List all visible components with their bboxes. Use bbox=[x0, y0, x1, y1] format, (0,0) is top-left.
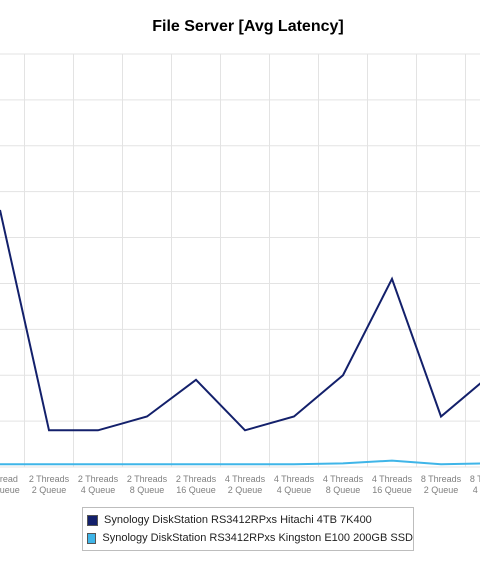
legend-swatch-hitachi bbox=[87, 514, 98, 526]
series-lines bbox=[0, 209, 480, 466]
x-tick-label: 4 Threads bbox=[274, 474, 315, 484]
chart-title: File Server [Avg Latency] bbox=[152, 18, 344, 35]
x-tick-label: 2 Threads bbox=[78, 474, 119, 484]
grid-lines bbox=[0, 53, 480, 468]
x-tick-label: 8 Queue bbox=[326, 485, 361, 495]
legend-label-hitachi: Synology DiskStation RS3412RPxs Hitachi … bbox=[104, 514, 372, 526]
legend-label-kingston: Synology DiskStation RS3412RPxs Kingston… bbox=[102, 532, 413, 544]
x-tick-label: 4 Queue bbox=[81, 485, 116, 495]
x-tick-label: 8 Threads bbox=[470, 474, 480, 484]
x-tick-label: 4 Queue bbox=[473, 485, 480, 495]
x-tick-label: 2 Queue bbox=[32, 485, 67, 495]
x-tick-label: 4 Threads bbox=[225, 474, 266, 484]
x-tick-label: 2 Queue bbox=[228, 485, 263, 495]
x-tick-label: 1 Thread bbox=[0, 474, 18, 484]
x-tick-label: 16 Queue bbox=[372, 485, 412, 495]
legend-swatch-kingston bbox=[87, 532, 97, 544]
x-tick-label: 4 Threads bbox=[323, 474, 364, 484]
x-tick-label: 8 Queue bbox=[130, 485, 165, 495]
legend-item-kingston[interactable]: Synology DiskStation RS3412RPxs Kingston… bbox=[87, 529, 413, 547]
x-tick-label: 2 Threads bbox=[176, 474, 217, 484]
x-tick-label: 2 Threads bbox=[29, 474, 70, 484]
x-tick-label: 8 Threads bbox=[421, 474, 462, 484]
x-tick-label: 2 Queue bbox=[424, 485, 459, 495]
x-tick-label: 16 Queue bbox=[176, 485, 216, 495]
legend-item-hitachi[interactable]: Synology DiskStation RS3412RPxs Hitachi … bbox=[87, 511, 413, 529]
x-tick-label: 4 Threads bbox=[372, 474, 413, 484]
series-line-1 bbox=[0, 459, 480, 466]
x-tick-label: 4 Queue bbox=[277, 485, 312, 495]
x-tick-label: 16 Queue bbox=[0, 485, 20, 495]
series-line-0 bbox=[0, 209, 480, 432]
legend: Synology DiskStation RS3412RPxs Hitachi … bbox=[82, 507, 414, 551]
x-tick-label: 2 Threads bbox=[127, 474, 168, 484]
